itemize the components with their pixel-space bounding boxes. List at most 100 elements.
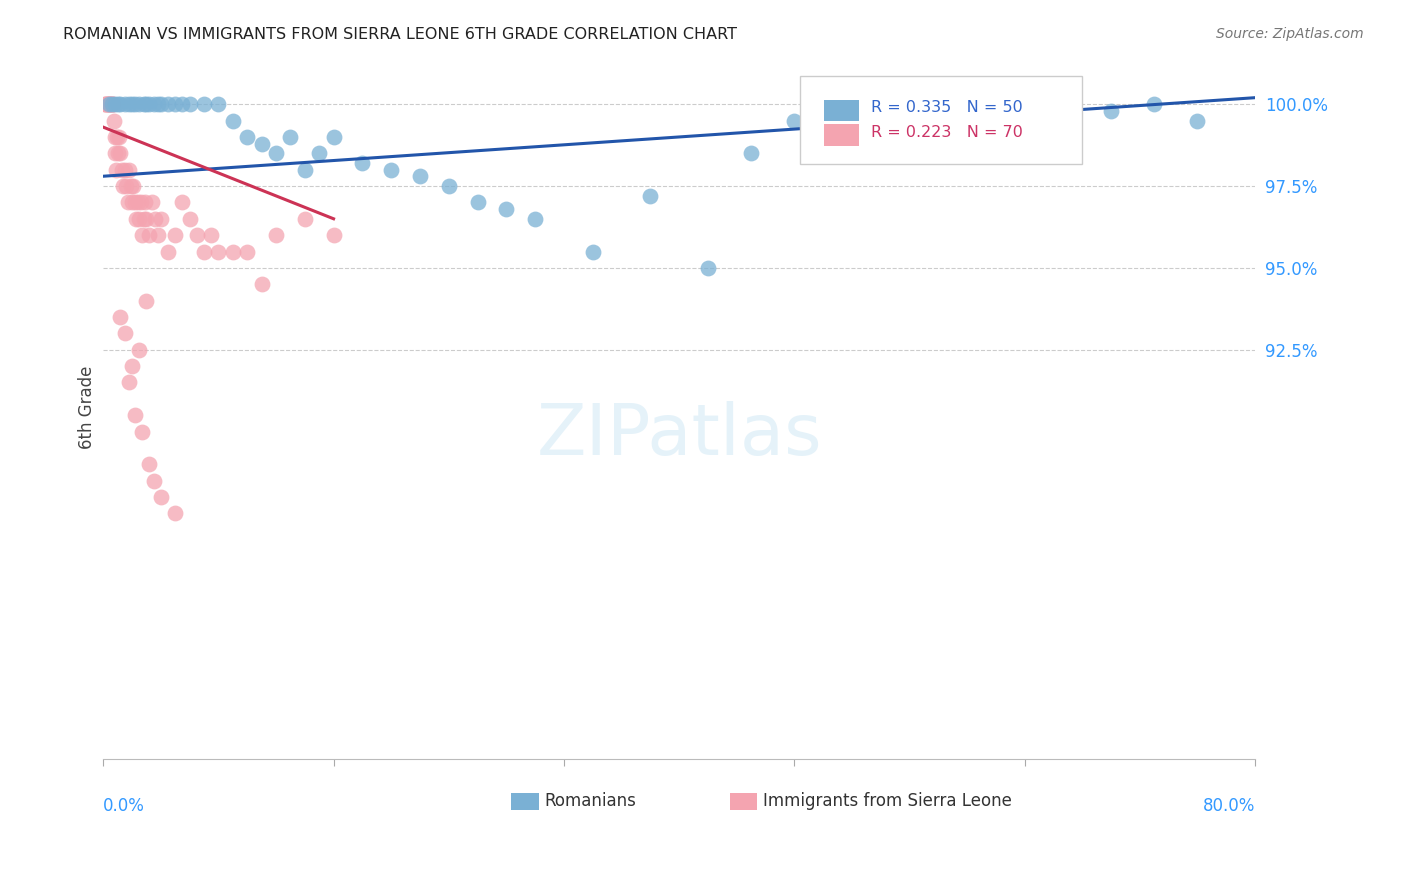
Point <box>100 97 122 112</box>
Point <box>122 179 145 194</box>
Point <box>114 97 136 112</box>
Point <box>1099 103 1122 118</box>
Point <box>156 244 179 259</box>
Point <box>142 474 165 488</box>
Point <box>128 343 150 357</box>
Point <box>884 113 907 128</box>
Point <box>110 97 132 112</box>
Point <box>132 97 155 112</box>
Point <box>114 326 136 341</box>
Point <box>186 228 208 243</box>
Point <box>110 310 132 324</box>
Y-axis label: 6th Grade: 6th Grade <box>79 366 96 449</box>
Text: 0.0%: 0.0% <box>103 797 145 815</box>
Point <box>112 179 135 194</box>
Point <box>124 408 146 422</box>
Point <box>1028 97 1050 112</box>
Point <box>96 97 118 112</box>
Point <box>165 228 187 243</box>
Point <box>105 162 128 177</box>
Text: ROMANIAN VS IMMIGRANTS FROM SIERRA LEONE 6TH GRADE CORRELATION CHART: ROMANIAN VS IMMIGRANTS FROM SIERRA LEONE… <box>63 27 737 42</box>
Point <box>146 228 169 243</box>
Point <box>236 244 259 259</box>
Point <box>179 97 201 112</box>
Point <box>149 97 172 112</box>
Point <box>1056 97 1078 112</box>
Point <box>138 228 160 243</box>
Point <box>134 195 156 210</box>
Point <box>103 113 125 128</box>
Point <box>104 97 127 112</box>
FancyBboxPatch shape <box>510 793 538 810</box>
Point <box>124 195 146 210</box>
Point <box>101 97 124 112</box>
Point <box>104 146 127 161</box>
Point <box>94 97 117 112</box>
Point <box>125 211 148 226</box>
Point <box>97 97 120 112</box>
Point <box>222 113 245 128</box>
Point <box>118 376 141 390</box>
Point <box>105 130 128 145</box>
Point <box>294 162 316 177</box>
Point <box>783 113 806 128</box>
Point <box>956 103 979 118</box>
FancyBboxPatch shape <box>824 125 859 146</box>
Text: R = 0.335   N = 50: R = 0.335 N = 50 <box>872 101 1024 115</box>
Point <box>118 162 141 177</box>
Point <box>250 136 273 151</box>
Point <box>193 244 215 259</box>
Point <box>127 195 149 210</box>
Point <box>207 97 229 112</box>
Point <box>108 130 131 145</box>
Point <box>1187 113 1209 128</box>
Point <box>322 228 344 243</box>
Point <box>118 97 141 112</box>
Point <box>98 97 121 112</box>
Point <box>200 228 222 243</box>
Point <box>149 211 172 226</box>
Point <box>409 169 432 184</box>
Point <box>111 162 134 177</box>
Point <box>107 146 129 161</box>
Point <box>165 506 187 520</box>
Point <box>380 162 402 177</box>
Point <box>132 211 155 226</box>
Point <box>149 490 172 504</box>
Point <box>207 244 229 259</box>
Point <box>101 97 124 112</box>
Point <box>582 244 605 259</box>
Point <box>146 97 169 112</box>
Text: 80.0%: 80.0% <box>1202 797 1256 815</box>
Point <box>94 97 117 112</box>
Point <box>131 425 153 439</box>
Point <box>222 244 245 259</box>
Point <box>103 97 125 112</box>
Point <box>143 211 166 226</box>
Point <box>165 97 187 112</box>
Point <box>100 97 122 112</box>
Point <box>264 146 287 161</box>
Point <box>121 195 143 210</box>
Point <box>138 457 160 471</box>
Point <box>131 228 153 243</box>
Point <box>110 146 132 161</box>
Point <box>107 97 129 112</box>
Point <box>156 97 179 112</box>
Point <box>93 97 115 112</box>
Point <box>264 228 287 243</box>
Point <box>135 211 157 226</box>
Point <box>128 211 150 226</box>
Point <box>121 97 143 112</box>
Point <box>135 97 157 112</box>
Point <box>141 195 163 210</box>
FancyBboxPatch shape <box>800 76 1083 164</box>
Point <box>114 162 136 177</box>
Point <box>280 130 302 145</box>
Text: ZIPatlas: ZIPatlas <box>536 401 823 469</box>
Point <box>322 130 344 145</box>
Point <box>104 130 127 145</box>
Point <box>101 97 124 112</box>
Point <box>467 195 489 210</box>
Text: Immigrants from Sierra Leone: Immigrants from Sierra Leone <box>763 792 1012 810</box>
